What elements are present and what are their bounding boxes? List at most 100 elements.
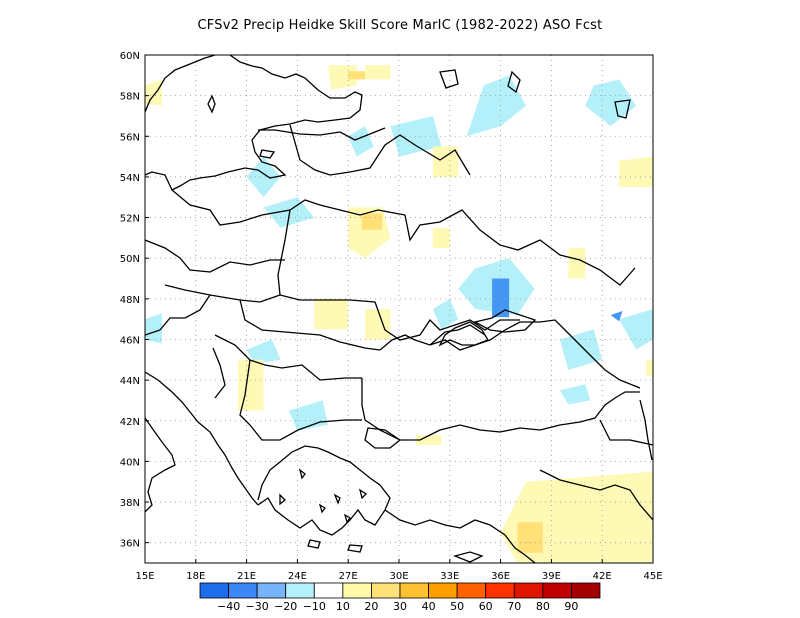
longitude-tick-labels: 15E 18E 21E 24E 27E 30E 33E 36E 39E 42E 45E <box>135 559 663 582</box>
y-tick-label: 36N <box>120 539 140 550</box>
colorbar-swatch <box>199 582 229 599</box>
cyprus-island <box>452 551 484 563</box>
colorbar-label: 30 <box>393 600 407 613</box>
colorbar-swatch <box>399 582 429 599</box>
colorbar-label: 80 <box>536 600 550 613</box>
colorbar-swatch <box>342 582 372 599</box>
turkey-east-borders <box>539 419 653 521</box>
skill-area--10to-20 <box>619 309 653 350</box>
colorbar-label: −10 <box>303 600 326 613</box>
greece-coastline <box>257 445 391 536</box>
colorbar-label: 70 <box>507 600 521 613</box>
colorbar-swatch <box>285 582 315 599</box>
saaremaa-island <box>259 149 276 159</box>
skill-area-20to30 <box>348 71 366 80</box>
skill-area-10to20 <box>432 227 450 248</box>
skill-area--10to-20 <box>432 298 459 330</box>
x-tick-label: 18E <box>186 571 205 582</box>
colorbar-swatch <box>428 582 458 599</box>
colorbar-label: −20 <box>274 600 297 613</box>
y-tick-label: 42N <box>120 417 140 428</box>
skill-area--20to-30 <box>610 311 623 322</box>
colorbar-label: −40 <box>217 600 240 613</box>
colorbar-swatch <box>371 582 401 599</box>
colorbar <box>199 582 601 599</box>
skill-area-20to30 <box>361 213 383 230</box>
skill-area--10to-20 <box>466 75 526 137</box>
skill-area--20to-30 <box>492 278 510 318</box>
skill-area-10to20 <box>432 146 459 177</box>
x-tick-label: 39E <box>542 571 561 582</box>
x-tick-label: 27E <box>339 571 358 582</box>
skill-area-20to30 <box>517 522 543 553</box>
colorbar-swatch <box>485 582 515 599</box>
map-title: CFSv2 Precip Heidke Skill Score MarIC (1… <box>197 18 603 33</box>
y-tick-label: 40N <box>120 457 140 468</box>
colorbar-swatch <box>542 582 572 599</box>
colorbar-label: 60 <box>479 600 493 613</box>
turkey-south-coastline <box>384 509 536 563</box>
colorbar-label: 50 <box>450 600 464 613</box>
skill-area--10to-20 <box>348 126 374 157</box>
y-tick-label: 46N <box>120 335 140 346</box>
skill-area-10to20 <box>568 248 586 279</box>
coastlines-and-borders <box>145 55 653 563</box>
sea-of-azov <box>473 309 537 333</box>
x-tick-label: 15E <box>135 571 154 582</box>
colorbar-label: −30 <box>245 600 268 613</box>
colorbar-swatch <box>513 582 544 599</box>
x-tick-label: 36E <box>491 571 510 582</box>
x-tick-label: 24E <box>288 571 307 582</box>
y-tick-label: 38N <box>120 498 140 509</box>
skill-area--10to-20 <box>585 79 637 127</box>
y-tick-label: 50N <box>120 254 140 265</box>
gulf-of-finland-coastline <box>258 127 386 141</box>
caspian-coastline <box>639 399 653 461</box>
x-tick-label: 33E <box>440 571 459 582</box>
lake-onega <box>507 70 521 94</box>
baltic-coastline <box>145 55 363 191</box>
sea-of-marmara <box>364 427 402 449</box>
y-tick-label: 60N <box>120 51 140 62</box>
colorbar-label: 90 <box>564 600 578 613</box>
latitude-tick-labels: 36N 38N 40N 42N 44N 46N 48N 50N 52N 54N 56N 58N 60N <box>120 51 149 550</box>
skill-area--10to-20 <box>263 197 315 228</box>
lake-ladoga <box>439 69 459 89</box>
skill-area-10to20 <box>365 309 391 340</box>
colorbar-swatch <box>228 582 258 599</box>
country-borders <box>145 124 636 441</box>
adriatic-coastline <box>145 371 259 506</box>
y-tick-label: 58N <box>120 92 140 103</box>
x-tick-label: 30E <box>389 571 408 582</box>
colorbar-label: 20 <box>364 600 378 613</box>
skill-area--10to-20 <box>246 156 281 198</box>
colorbar-label: 10 <box>336 600 350 613</box>
x-tick-label: 45E <box>643 571 662 582</box>
skill-area-10to20 <box>619 156 653 188</box>
gotland-island <box>207 94 216 114</box>
y-tick-label: 54N <box>120 173 140 184</box>
colorbar-swatch <box>571 582 601 599</box>
y-tick-label: 52N <box>120 214 140 225</box>
skill-area-10to20 <box>415 435 442 446</box>
colorbar-swatch <box>256 582 287 599</box>
skill-area-10to20 <box>365 65 391 80</box>
colorbar-labels: −40 −30 −20 −10 10 20 30 40 50 60 70 80 90 <box>217 600 578 613</box>
skill-area-10to20 <box>314 298 349 330</box>
colorbar-swatch <box>313 582 344 599</box>
skill-area--10to-20 <box>145 313 162 344</box>
colorbar-swatch <box>456 582 487 599</box>
skill-area--10to-20 <box>559 384 591 405</box>
aegean-islands <box>279 468 368 553</box>
x-tick-label: 42E <box>593 571 612 582</box>
rybinsk-reservoir <box>614 99 631 119</box>
skill-area-10to20 <box>145 79 162 106</box>
skill-area-10to20 <box>238 359 264 411</box>
y-tick-label: 44N <box>120 376 140 387</box>
colorbar-label: 40 <box>422 600 436 613</box>
italy-coastline <box>145 417 176 513</box>
skill-area-10to20 <box>327 65 357 90</box>
skill-area-10to20 <box>646 359 653 377</box>
skill-area--10to-20 <box>246 339 281 364</box>
